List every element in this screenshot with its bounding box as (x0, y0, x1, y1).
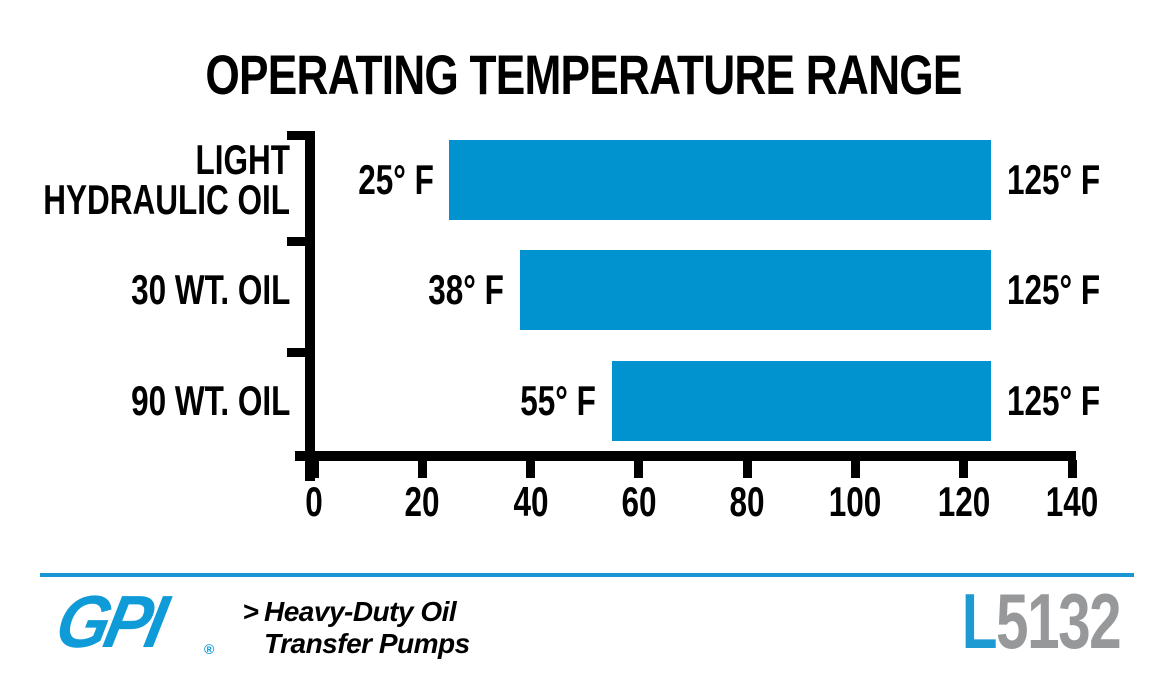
arrow-icon: > (243, 596, 259, 627)
category-label: 90 WT. OIL (130, 377, 290, 424)
bar-max-value: 125° F (1006, 266, 1100, 313)
x-axis-tick (1067, 460, 1077, 478)
part-number-digits: 5132 (995, 577, 1122, 665)
category-line: HYDRAULIC OIL (43, 176, 290, 223)
registered-trademark-icon: ® (204, 641, 215, 657)
category-label: 30 WT. OIL (130, 266, 290, 313)
bar (519, 250, 991, 330)
tagline-line-1: > Heavy-Duty Oil (243, 596, 470, 628)
x-axis-tick-label: 60 (621, 478, 657, 525)
x-axis-tick-label: 0 (305, 478, 323, 525)
x-axis-tick (634, 460, 644, 478)
bar (611, 361, 991, 441)
bar-max-value: 125° F (1006, 377, 1100, 424)
footer-tagline: > Heavy-Duty Oil Transfer Pumps (243, 596, 470, 660)
bar-max-value: 125° F (1006, 156, 1100, 203)
chart-title: OPERATING TEMPERATURE RANGE (205, 43, 962, 106)
bar-min-value: 38° F (428, 266, 504, 313)
bar-min-value: 55° F (520, 377, 596, 424)
tagline-line-2: Transfer Pumps (264, 628, 470, 659)
gpi-logo: GPI (49, 580, 171, 663)
x-axis-tick-label: 120 (937, 478, 990, 525)
y-axis-tick (287, 237, 306, 246)
x-axis-tick (850, 460, 860, 478)
x-axis-tick (959, 460, 969, 478)
bar (449, 140, 991, 220)
x-axis-line (295, 451, 1076, 461)
x-axis-tick-label: 20 (404, 478, 440, 525)
x-axis-tick (526, 460, 536, 478)
y-axis-tick (287, 131, 306, 140)
x-axis-tick-label: 40 (513, 478, 549, 525)
part-number-prefix: L (961, 577, 998, 665)
x-axis-tick (309, 460, 319, 478)
category-line: LIGHT (195, 136, 290, 183)
x-axis-tick (742, 460, 752, 478)
y-axis-line (305, 131, 315, 481)
category-label: LIGHT HYDRAULIC OIL (43, 136, 290, 223)
bar-min-value: 25° F (357, 156, 434, 203)
x-axis-tick-label: 140 (1045, 478, 1099, 525)
category-line: 90 WT. OIL (130, 377, 290, 424)
tagline-text-1: Heavy-Duty Oil (264, 596, 457, 627)
y-axis-tick (287, 348, 306, 357)
x-axis-tick-label: 80 (729, 478, 765, 525)
category-line: 30 WT. OIL (130, 266, 290, 313)
footer-divider (40, 573, 1134, 577)
part-number: L5132 (962, 582, 1122, 660)
x-axis-tick (417, 460, 427, 478)
x-axis-tick-label: 100 (829, 478, 882, 525)
